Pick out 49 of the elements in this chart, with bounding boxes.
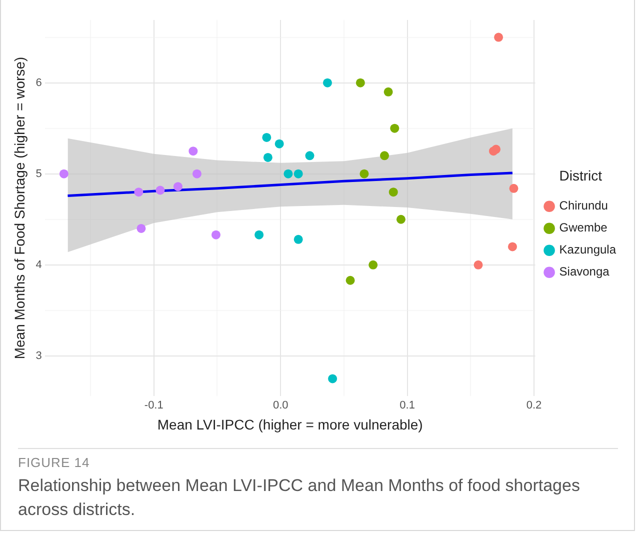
- point: [134, 188, 144, 197]
- point: [356, 78, 365, 88]
- legend-title: District: [559, 167, 602, 184]
- point: [360, 169, 369, 178]
- point: [494, 32, 504, 42]
- point: [474, 260, 483, 270]
- point: [173, 182, 182, 192]
- point: [322, 78, 332, 88]
- point: [59, 169, 68, 178]
- point: [284, 169, 293, 178]
- y-tick-label: 6: [36, 76, 42, 89]
- y-tick-label: 5: [36, 168, 42, 180]
- point: [380, 151, 389, 160]
- point: [390, 124, 400, 133]
- x-tick-label: 0.0: [272, 400, 288, 412]
- point: [262, 132, 272, 142]
- point: [192, 169, 202, 178]
- point: [488, 146, 498, 156]
- legend-label: Gwembe: [559, 220, 608, 235]
- point: [211, 230, 220, 240]
- caption: FIGURE 14: [18, 455, 91, 470]
- text: Relationship between Mean LVI-IPCC and Mean Months of food shortages across districts.: [18, 475, 581, 521]
- point: [509, 184, 518, 193]
- point: [136, 224, 146, 233]
- y-tick-label: 3: [36, 350, 42, 362]
- y-tick-label: 4: [36, 258, 42, 271]
- x-axis-title: Mean LVI-IPCC (higher = more vulnerable): [157, 416, 423, 432]
- x-tick-label: 0.2: [526, 400, 542, 412]
- point: [305, 151, 314, 160]
- legend-label: Chirundu: [559, 198, 608, 213]
- point: [368, 260, 378, 270]
- y-axis-title: Mean Months of Food Shortage (higher = worse): [11, 56, 28, 360]
- legend-label: Siavonga: [559, 264, 610, 279]
- point: [346, 276, 355, 285]
- point: [328, 374, 338, 384]
- x-tick-label: -0.1: [144, 400, 164, 412]
- point: [294, 169, 303, 178]
- point: [263, 152, 272, 162]
- point: [384, 87, 393, 96]
- point: [254, 230, 264, 240]
- point: [188, 146, 198, 156]
- point: [388, 188, 398, 197]
- point: [508, 242, 517, 252]
- x-tick-label: 0.1: [400, 400, 415, 412]
- point: [156, 186, 165, 195]
- point: [294, 234, 303, 244]
- point: [396, 214, 406, 224]
- point: [274, 139, 284, 148]
- legend-label: Kazungula: [559, 242, 616, 257]
